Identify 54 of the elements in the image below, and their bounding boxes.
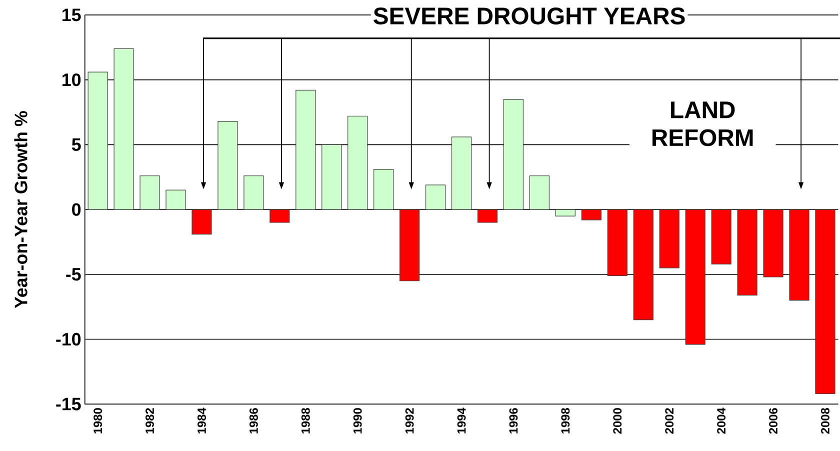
bar bbox=[192, 209, 212, 234]
bar bbox=[555, 209, 576, 216]
annotation: LAND REFORM bbox=[652, 102, 753, 146]
bar bbox=[659, 209, 680, 268]
bar bbox=[374, 169, 394, 210]
bar bbox=[296, 90, 316, 210]
bar bbox=[88, 72, 108, 210]
y-axis-title: Year-on-Year Growth % bbox=[14, 111, 28, 308]
bar bbox=[503, 98, 524, 210]
bar bbox=[763, 209, 784, 278]
bar bbox=[581, 209, 602, 220]
bar bbox=[166, 190, 186, 210]
x-tick-label: 1988 bbox=[301, 408, 310, 434]
bar bbox=[529, 176, 550, 210]
bar bbox=[140, 176, 160, 210]
bar bbox=[426, 184, 446, 210]
x-tick-label: 1992 bbox=[405, 408, 414, 434]
y-tick-label: 10 bbox=[62, 73, 81, 86]
x-tick-label: 1994 bbox=[457, 408, 466, 434]
bar bbox=[322, 144, 342, 210]
chart-title: SEVERE DROUGHT YEARS bbox=[374, 8, 685, 24]
bar bbox=[218, 121, 238, 210]
x-tick-label: 2008 bbox=[821, 408, 830, 434]
bar bbox=[789, 209, 810, 301]
x-tick-label: 1996 bbox=[509, 408, 518, 434]
y-tick-label: 5 bbox=[72, 138, 81, 151]
y-tick-label: -15 bbox=[56, 398, 81, 410]
bar bbox=[737, 209, 758, 296]
bar bbox=[607, 209, 628, 276]
bar bbox=[477, 209, 498, 223]
bar bbox=[451, 136, 472, 210]
x-tick-label: 2002 bbox=[665, 408, 674, 434]
bar bbox=[244, 176, 264, 210]
x-tick-label: 2000 bbox=[613, 408, 622, 434]
x-tick-label: 2006 bbox=[769, 408, 778, 434]
bar bbox=[685, 209, 706, 345]
bar bbox=[114, 48, 134, 210]
bar bbox=[400, 209, 420, 282]
bar bbox=[633, 209, 654, 320]
x-tick-label: 1980 bbox=[94, 408, 102, 434]
bar bbox=[348, 116, 368, 210]
x-tick-label: 1982 bbox=[146, 408, 154, 434]
bar bbox=[270, 209, 290, 223]
x-tick-label: 2004 bbox=[717, 408, 726, 434]
y-tick-label: -10 bbox=[56, 332, 81, 346]
y-tick-label: 15 bbox=[62, 8, 81, 22]
x-tick-label: 1986 bbox=[249, 408, 258, 434]
x-tick-label: 1984 bbox=[198, 408, 206, 434]
y-tick-label: 0 bbox=[72, 203, 81, 216]
y-tick-label: -5 bbox=[66, 268, 81, 281]
x-tick-label: 1990 bbox=[353, 408, 362, 434]
x-tick-label: 1998 bbox=[561, 408, 570, 434]
bar bbox=[815, 209, 836, 394]
bar bbox=[711, 209, 732, 264]
